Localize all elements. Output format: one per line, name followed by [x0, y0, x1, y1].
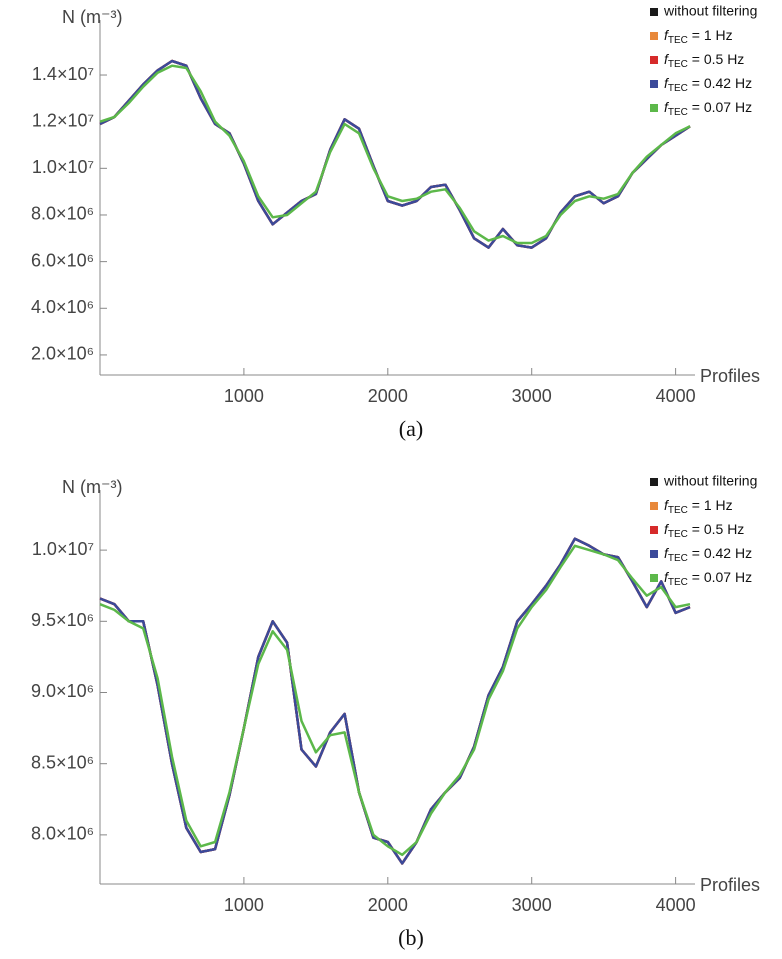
legend-label: fTEC = 0.07 Hz [664, 99, 752, 118]
series-line [99, 59, 691, 249]
x-tick-label: 4000 [656, 386, 696, 406]
legend-label: fTEC = 0.07 Hz [664, 569, 752, 588]
series-line [99, 59, 691, 249]
y-tick-label: 4.0×10⁶ [31, 297, 94, 317]
series-line [99, 59, 691, 249]
y-axis-label: N (m⁻³) [62, 7, 122, 27]
legend-swatch [650, 80, 658, 88]
y-tick-label: 8.5×10⁶ [31, 752, 94, 772]
legend-label: without filtering [663, 473, 757, 489]
series-line [99, 537, 691, 865]
legend-swatch [650, 8, 658, 16]
caption: (a) [399, 416, 423, 441]
x-tick-label: 3000 [512, 895, 552, 915]
legend-label: fTEC = 1 Hz [664, 497, 733, 516]
y-tick-label: 8.0×10⁶ [31, 204, 94, 224]
x-tick-label: 3000 [512, 386, 552, 406]
x-axis-label: Profiles [700, 366, 760, 386]
y-axis-label: N (m⁻³) [62, 477, 122, 497]
legend-label: fTEC = 0.5 Hz [664, 51, 744, 70]
x-tick-label: 2000 [368, 386, 408, 406]
legend-swatch [650, 56, 658, 64]
y-tick-label: 6.0×10⁶ [31, 250, 94, 270]
legend-swatch [650, 550, 658, 558]
y-tick-label: 1.0×10⁷ [32, 539, 94, 559]
legend-swatch [650, 526, 658, 534]
series-line [99, 64, 691, 245]
legend-swatch [650, 574, 658, 582]
caption: (b) [398, 925, 424, 950]
legend-label: fTEC = 0.42 Hz [664, 545, 752, 564]
legend-swatch [650, 104, 658, 112]
y-tick-label: 1.0×10⁷ [32, 157, 94, 177]
legend-label: fTEC = 0.42 Hz [664, 75, 752, 94]
y-tick-label: 1.2×10⁷ [32, 110, 94, 130]
x-tick-label: 1000 [224, 895, 264, 915]
legend-label: without filtering [663, 3, 757, 19]
x-axis-label: Profiles [700, 875, 760, 895]
series-line [99, 537, 691, 865]
legend-label: fTEC = 0.5 Hz [664, 521, 744, 540]
series-line [99, 59, 691, 249]
y-tick-label: 2.0×10⁶ [31, 344, 94, 364]
legend-label: fTEC = 1 Hz [664, 27, 733, 46]
y-tick-label: 9.5×10⁶ [31, 610, 94, 630]
series-line [99, 544, 691, 857]
y-tick-label: 1.4×10⁷ [32, 64, 94, 84]
legend-swatch [650, 478, 658, 486]
legend-swatch [650, 502, 658, 510]
series-line [99, 537, 691, 865]
legend-swatch [650, 32, 658, 40]
x-tick-label: 1000 [224, 386, 264, 406]
x-tick-label: 4000 [656, 895, 696, 915]
y-tick-label: 9.0×10⁶ [31, 681, 94, 701]
series-line [99, 537, 691, 865]
y-tick-label: 8.0×10⁶ [31, 824, 94, 844]
x-tick-label: 2000 [368, 895, 408, 915]
